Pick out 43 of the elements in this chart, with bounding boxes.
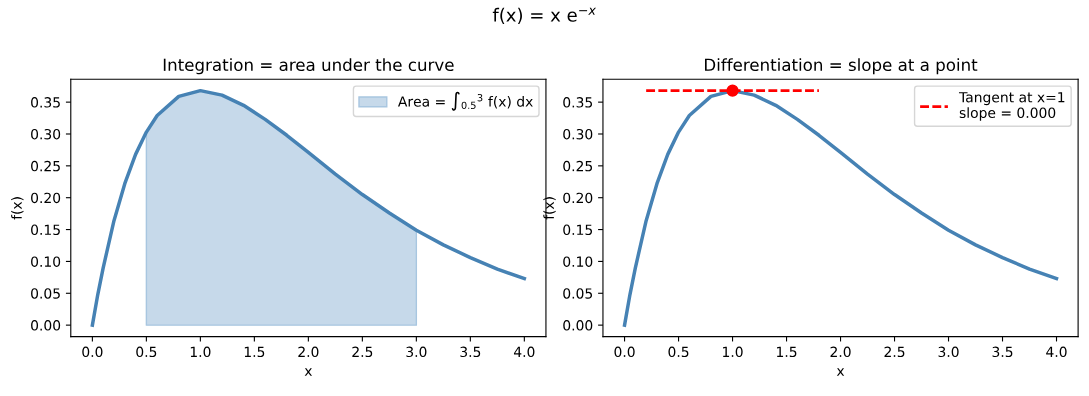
y-axis-title: f(x) — [11, 197, 24, 220]
x-tick-label: 1.5 — [244, 346, 265, 358]
y-tick-label: 0.35 — [563, 97, 593, 108]
y-tick-label: 0.10 — [31, 256, 61, 267]
legend-label: Area = ∫$_{0.5}$$^{3}$ f(x) dx — [397, 91, 533, 111]
y-tick-label: 0.25 — [563, 160, 593, 172]
x-tick-label: 0.0 — [82, 346, 103, 358]
y-tick-label: 0.25 — [31, 160, 60, 172]
x-axis-title: x — [836, 368, 845, 376]
y-tick-label: 0.05 — [563, 288, 593, 299]
y-tick-label: 0.20 — [563, 192, 593, 204]
chart-title: Differentiation = slope at a point — [705, 58, 978, 75]
y-tick-label: 0.00 — [31, 320, 61, 331]
y-tick-label: 0.15 — [31, 224, 60, 236]
y-tick-label: 0.35 — [31, 97, 60, 108]
y-tick-label: 0.30 — [31, 128, 61, 140]
x-tick-label: 2.0 — [830, 346, 851, 358]
x-tick-label: 0.5 — [668, 346, 689, 358]
x-tick-label: 2.5 — [884, 346, 905, 358]
x-tick-label: 3.0 — [938, 346, 959, 358]
x-tick-label: 1.5 — [777, 346, 797, 358]
x-tick-label: 0.0 — [614, 346, 635, 358]
chart-title: Integration = area under the curve — [163, 58, 454, 75]
x-tick-label: 3.0 — [406, 346, 427, 358]
y-axis-title: f(x) — [543, 197, 556, 220]
x-tick-label: 3.5 — [992, 346, 1013, 358]
x-tick-label: 2.0 — [298, 346, 319, 358]
x-tick-label: 1.0 — [723, 346, 743, 358]
y-tick-label: 0.10 — [563, 256, 593, 267]
y-tick-label: 0.20 — [31, 192, 61, 204]
x-axis-title: x — [304, 368, 313, 376]
x-tick-label: 3.5 — [460, 346, 481, 358]
x-tick-label: 0.5 — [136, 346, 157, 358]
text: f(x) = x e$^{−x}$ — [492, 7, 597, 24]
x-tick-label: 4.0 — [513, 346, 535, 358]
x-tick-label: 1.0 — [190, 346, 211, 358]
y-tick-label: 0.15 — [563, 224, 593, 236]
y-tick-label: 0.05 — [31, 288, 60, 299]
x-tick-label: 4.0 — [1046, 346, 1067, 358]
y-tick-label: 0.30 — [563, 128, 593, 140]
x-tick-label: 2.5 — [352, 346, 373, 358]
legend-label: Tangent at x=1 slope = 0.000 — [958, 92, 1065, 121]
y-tick-label: 0.00 — [563, 320, 593, 331]
